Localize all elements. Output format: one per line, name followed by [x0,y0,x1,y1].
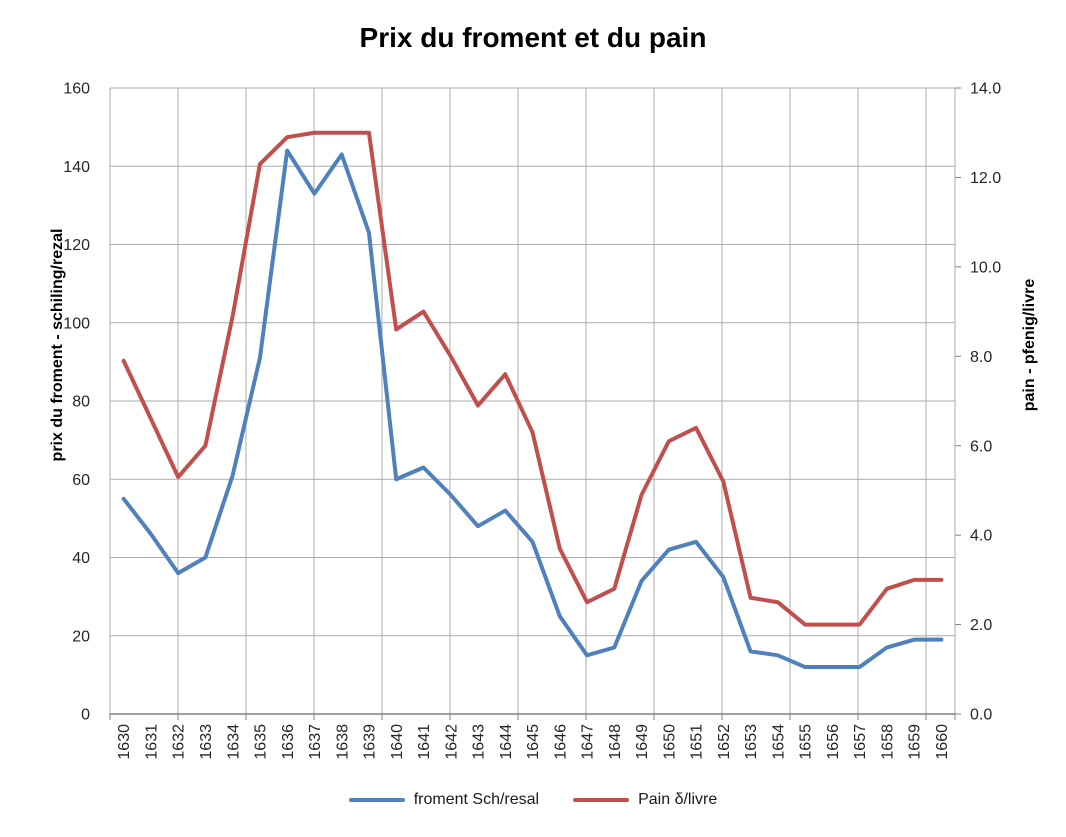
chart-svg: 0 20 40 60 80 100 120 140 160 0.0 2.0 4.0 6.0 8.0 10.0… [49,81,1038,760]
left-axis-tick-label: 40 [72,550,90,567]
right-axis-tick-label: 6.0 [970,438,992,455]
x-axis-label: 1632 [171,724,188,760]
x-axis-label: 1641 [416,724,433,760]
x-axis-label: 1646 [552,724,569,760]
x-axis-label: 1655 [798,724,815,760]
x-axis-label: 1648 [607,724,624,760]
generated-chart: 0 20 40 60 80 100 120 140 160 0.0 2.0 4.0 6.0 8.0 10.0… [63,81,1001,760]
x-axis-label: 1652 [716,724,733,760]
x-axis-label: 1656 [825,724,842,760]
x-axis-label: 1630 [116,724,133,760]
x-axis-label: 1638 [334,724,351,760]
left-axis-tick-label: 20 [72,628,90,645]
x-axis-label: 1658 [879,724,896,760]
chart-title: Prix du froment et du pain [359,22,707,53]
x-axis-label: 1650 [661,724,678,760]
legend-label: froment Sch/resal [413,791,540,808]
x-axis-label: 1640 [389,724,406,760]
right-axis-tick-label: 4.0 [970,528,992,545]
x-axis-label: 1654 [770,724,787,760]
x-axis-label: 1645 [525,724,542,760]
left-axis-tick-label: 100 [63,315,90,332]
left-axis-tick-label: 60 [72,472,90,489]
x-axis-label: 1643 [471,724,488,760]
right-axis-title: pain - pfenig/livre [1021,279,1038,412]
x-axis-label: 1659 [907,724,924,760]
right-axis-tick-label: 12.0 [970,170,1001,187]
x-axis-label: 1637 [307,724,324,760]
right-axis-tick-label: 10.0 [970,259,1001,276]
x-axis-label: 1653 [743,724,760,760]
froment-line-series [121,148,944,670]
right-axis-tick-label: 2.0 [970,617,992,634]
left-axis-title: prix du froment - schiling/rezal [49,229,66,462]
left-axis-tick-label: 120 [63,237,90,254]
x-axis-label: 1644 [498,724,515,760]
x-axis-label: 1651 [689,724,706,760]
legend-item: froment Sch/resal [348,791,540,809]
x-axis-label: 1636 [280,724,297,760]
left-axis-tick-label: 140 [63,159,90,176]
x-axis-label: 1657 [852,724,869,760]
x-axis-label: 1634 [225,724,242,760]
legend-line-swatch [573,798,630,802]
right-axis-tick-label: 0.0 [970,707,992,724]
x-axis-label: 1642 [443,724,460,760]
left-axis-tick-label: 160 [63,81,90,98]
x-axis-label: 1635 [253,724,270,760]
legend-label: Pain δ/livre [638,791,718,808]
right-axis-tick-label: 8.0 [970,349,992,366]
x-axis-label: 1647 [580,724,597,760]
x-axis-label: 1649 [634,724,651,760]
pain-line-series [121,130,944,627]
x-axis-label: 1639 [362,724,379,760]
x-axis-label: 1631 [143,724,160,760]
legend-item: Pain δ/livre [573,791,717,809]
x-axis-label: 1633 [198,724,215,760]
legend: froment Sch/resal Pain δ/livre [0,791,1066,809]
left-axis-tick-label: 80 [72,394,90,411]
x-axis-label: 1660 [934,724,951,760]
legend-line-swatch [348,798,405,802]
right-axis-tick-label: 14.0 [970,81,1001,98]
left-axis-tick-label: 0 [81,707,90,724]
